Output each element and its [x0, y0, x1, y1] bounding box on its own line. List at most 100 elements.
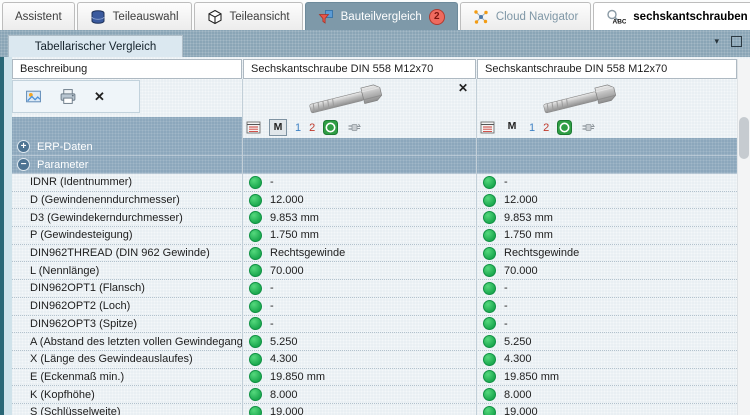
- datasheet-icon[interactable]: [246, 120, 261, 135]
- table-row[interactable]: DIN962THREAD (DIN 962 Gewinde) Rechtsgewi…: [12, 245, 737, 263]
- status-dot-icon: [249, 405, 262, 415]
- value-text: -: [504, 176, 508, 189]
- tab-teileansicht[interactable]: Teileansicht: [193, 2, 303, 30]
- status-dot-icon: [483, 193, 496, 207]
- row-label: P (Gewindesteigung): [30, 229, 133, 242]
- row-label: DIN962THREAD (DIN 962 Gewinde): [30, 247, 210, 260]
- tab-teileauswahl[interactable]: Teileauswahl: [76, 2, 192, 30]
- table-row[interactable]: DIN962OPT2 (Loch) - -: [12, 298, 737, 316]
- tab-assistent-label: Assistent: [15, 10, 62, 23]
- print-icon[interactable]: [59, 88, 77, 105]
- value-text: 4.300: [270, 353, 298, 366]
- table-row[interactable]: D (Gewindenenndurchmesser) 12.000 12.000: [12, 192, 737, 210]
- status-dot-icon: [249, 228, 262, 242]
- tab-search-sechskantschrauben[interactable]: ABC sechskantschrauben: [593, 2, 750, 30]
- table-row[interactable]: IDNR (Identnummer) - -: [12, 174, 737, 192]
- view-2-button[interactable]: 2: [543, 121, 550, 134]
- remove-part-icon[interactable]: ✕: [458, 81, 469, 95]
- table-row[interactable]: L (Nennlänge) 70.000 70.000: [12, 262, 737, 281]
- table-row[interactable]: E (Eckenmaß min.) 19.850 mm 19.850 mm: [12, 369, 737, 387]
- row-value: 1.750 mm: [476, 228, 737, 242]
- row-label: DIN962OPT2 (Loch): [30, 300, 131, 313]
- table-row[interactable]: P (Gewindesteigung) 1.750 mm 1.750 mm: [12, 227, 737, 245]
- group-row-erp-daten[interactable]: + ERP-Daten: [12, 138, 737, 156]
- status-dot-icon: [483, 264, 496, 278]
- export-image-icon[interactable]: [25, 88, 42, 105]
- table-row[interactable]: D3 (Gewindekerndurchmesser) 9.853 mm 9.853…: [12, 209, 737, 228]
- row-value: 12.000: [476, 193, 737, 207]
- row-value: 19.850 mm: [476, 370, 737, 384]
- comparison-count-badge: 2: [428, 8, 445, 25]
- tab-assistent[interactable]: Assistent: [2, 2, 75, 30]
- tab-cloud-navigator[interactable]: Cloud Navigator: [459, 2, 592, 30]
- status-dot-icon: [249, 211, 262, 225]
- view-1-button[interactable]: 1: [529, 121, 536, 134]
- row-value: 70.000: [242, 264, 476, 278]
- row-value: -: [476, 299, 737, 313]
- row-value: 5.250: [476, 335, 737, 349]
- row-value: -: [242, 175, 476, 189]
- row-label: S (Schlüsselweite): [30, 406, 121, 415]
- scrollbar-thumb[interactable]: [739, 117, 749, 159]
- expand-icon[interactable]: +: [17, 140, 30, 153]
- fitting-icon[interactable]: [346, 120, 363, 135]
- status-dot-icon: [483, 317, 496, 331]
- status-ok-icon[interactable]: [557, 120, 573, 135]
- table-row[interactable]: X (Länge des Gewindeauslaufes) 4.300 4.300: [12, 351, 737, 369]
- row-value: 9.853 mm: [476, 211, 737, 225]
- row-label: D3 (Gewindekerndurchmesser): [30, 211, 183, 224]
- part-thumbnail-2[interactable]: [521, 80, 651, 116]
- table-row[interactable]: S (Schlüsselweite) 19.000 19.000: [12, 404, 737, 415]
- column-separator: [476, 79, 477, 415]
- status-dot-icon: [483, 370, 496, 384]
- collapse-icon[interactable]: −: [17, 158, 30, 171]
- master-view-button[interactable]: M: [269, 119, 287, 136]
- vertical-scrollbar[interactable]: [737, 59, 750, 415]
- table-row[interactable]: DIN962OPT1 (Flansch) - -: [12, 280, 737, 298]
- row-gutter: [4, 57, 12, 415]
- part-column-header-2[interactable]: Sechskantschraube DIN 558 M12x70: [477, 59, 737, 79]
- column-separator: [242, 79, 243, 415]
- row-label: A (Abstand des letzten vollen Gewindegan…: [30, 335, 242, 348]
- view-tabbar: Tabellarischer Vergleich ▾: [0, 30, 750, 57]
- fitting-icon[interactable]: [580, 120, 597, 135]
- row-value: 70.000: [476, 264, 737, 278]
- view-1-button[interactable]: 1: [295, 121, 302, 134]
- status-dot-icon: [249, 352, 262, 366]
- value-text: 5.250: [504, 335, 532, 348]
- table-row[interactable]: A (Abstand des letzten vollen Gewindegan…: [12, 333, 737, 351]
- value-text: 70.000: [270, 264, 304, 277]
- part-thumbnail-1[interactable]: [287, 80, 417, 116]
- row-label: DIN962OPT3 (Spitze): [30, 317, 137, 330]
- left-edge-strip: [0, 57, 4, 415]
- collapse-panel-icon[interactable]: ▾: [714, 36, 719, 46]
- tab-tabellarischer-vergleich[interactable]: Tabellarischer Vergleich: [8, 35, 183, 57]
- status-dot-icon: [249, 299, 262, 313]
- row-value: 9.853 mm: [242, 211, 476, 225]
- table-row[interactable]: K (Kopfhöhe) 8.000 8.000: [12, 386, 737, 404]
- row-value: 12.000: [242, 193, 476, 207]
- description-tools-band: [12, 117, 242, 138]
- tab-bauteilvergleich[interactable]: Bauteilvergleich 2: [304, 2, 458, 30]
- panel-window-controls: ▾: [714, 36, 742, 47]
- status-dot-icon: [483, 388, 496, 402]
- status-ok-icon[interactable]: [323, 120, 339, 135]
- master-view-button[interactable]: M: [507, 120, 517, 132]
- tab-teileansicht-label: Teileansicht: [229, 10, 290, 23]
- description-column-header[interactable]: Beschreibung: [12, 59, 242, 79]
- part-column-header-1[interactable]: Sechskantschraube DIN 558 M12x70: [243, 59, 476, 79]
- value-text: -: [270, 282, 274, 295]
- datasheet-icon[interactable]: [480, 120, 495, 135]
- column-tools-row: M 1 2: [12, 117, 737, 138]
- row-label: E (Eckenmaß min.): [30, 370, 125, 383]
- row-value: 19.000: [242, 405, 476, 415]
- status-dot-icon: [483, 352, 496, 366]
- float-panel-icon[interactable]: [731, 36, 742, 47]
- group-row-parameter[interactable]: − Parameter: [12, 156, 737, 174]
- value-text: 1.750 mm: [270, 229, 319, 242]
- view-2-button[interactable]: 2: [309, 121, 316, 134]
- row-label: K (Kopfhöhe): [30, 388, 95, 401]
- cube-icon: [207, 9, 222, 24]
- clear-comparison-icon[interactable]: ✕: [94, 88, 105, 104]
- table-row[interactable]: DIN962OPT3 (Spitze) - -: [12, 316, 737, 334]
